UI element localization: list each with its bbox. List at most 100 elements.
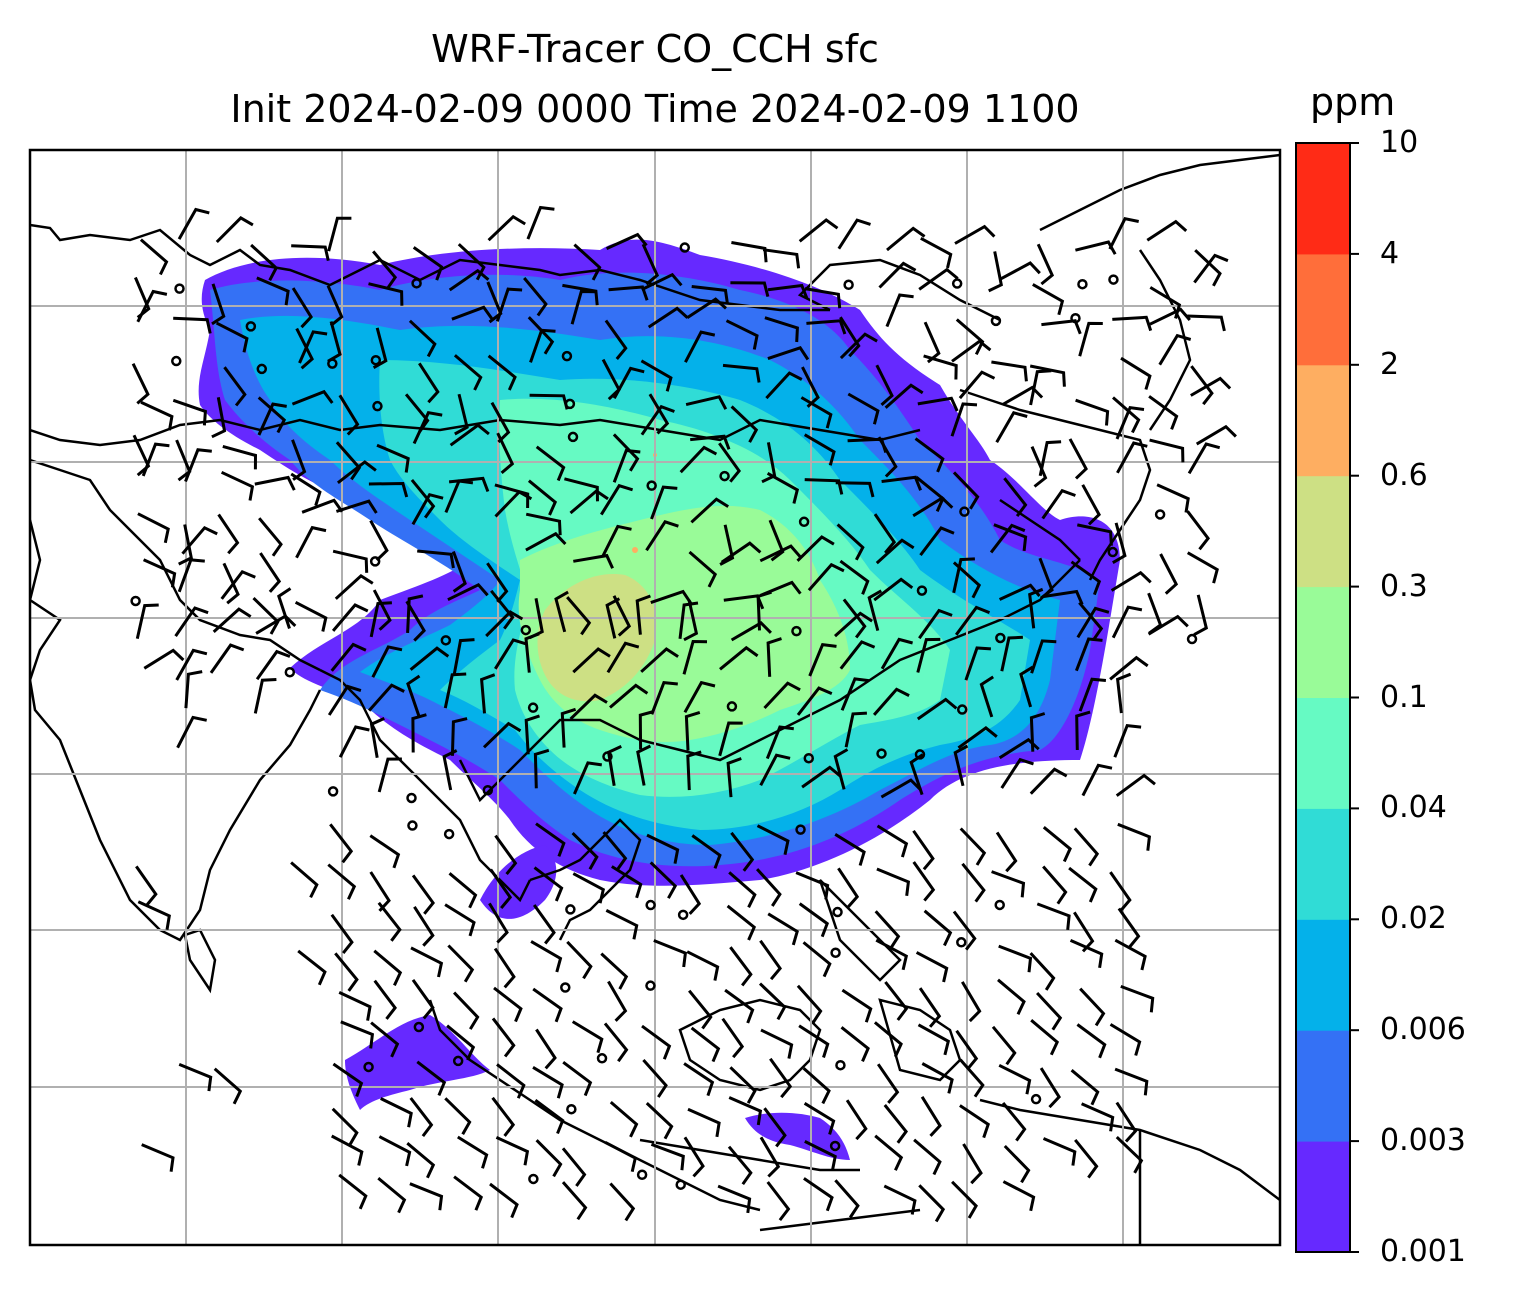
wind-barb [136, 289, 168, 323]
wind-barb [1148, 395, 1179, 430]
wind-barb [1114, 1067, 1149, 1096]
wind-barb [834, 1179, 860, 1219]
wind-barb [566, 940, 593, 980]
wind-barb [417, 549, 455, 569]
wind-barb [372, 589, 392, 631]
wind-barb [491, 1017, 516, 1058]
wind-barb [601, 524, 632, 558]
wind-barb [648, 393, 670, 435]
wind-barb [638, 710, 655, 750]
wind-barb [1029, 369, 1052, 406]
wind-barb [329, 823, 354, 864]
wind-barb [412, 411, 443, 445]
wind-barb [1117, 822, 1152, 851]
wind-barb [611, 865, 643, 899]
calm-wind-marker [835, 1059, 846, 1071]
wind-barb [411, 979, 435, 1020]
wind-barb [952, 557, 975, 594]
wind-barb [1075, 637, 1103, 672]
calm-wind-marker [567, 431, 579, 443]
wind-barb [1149, 307, 1191, 326]
wind-barb [880, 637, 913, 670]
wind-barb [724, 988, 755, 1024]
wind-barb [220, 569, 256, 600]
wind-barb [796, 984, 823, 1024]
wind-barb [564, 477, 599, 502]
calm-wind-marker [1186, 633, 1198, 645]
wind-barb [953, 744, 969, 787]
wind-barb [327, 863, 357, 900]
wind-barb [223, 366, 247, 407]
wind-barb [876, 867, 911, 896]
wind-barb [572, 872, 606, 904]
wind-barb [184, 670, 203, 709]
wind-barb [534, 1098, 565, 1135]
wind-barb [763, 1107, 787, 1148]
wind-barb [686, 750, 702, 791]
wind-barb [912, 861, 936, 902]
wind-barb [602, 831, 628, 871]
wind-barb [494, 490, 533, 518]
wind-barb [686, 950, 720, 981]
wind-barb [764, 316, 799, 343]
wind-barb [450, 717, 468, 756]
wind-barb [298, 330, 328, 364]
wind-barb [569, 489, 609, 515]
wind-barb [920, 1096, 942, 1137]
wind-barb [721, 1017, 745, 1059]
calm-wind-marker [327, 358, 338, 369]
wind-barb [683, 599, 699, 642]
wind-barb [535, 1139, 563, 1178]
wind-barb [605, 909, 639, 940]
wind-barb [885, 293, 914, 328]
wind-barb [650, 680, 678, 715]
wind-barb [759, 1136, 781, 1178]
calm-wind-marker [527, 702, 539, 713]
wind-barb [258, 517, 283, 557]
wind-barb [338, 1173, 368, 1210]
wind-barb [139, 238, 169, 276]
wind-barb [560, 707, 577, 748]
calm-wind-marker [565, 904, 576, 915]
calm-wind-marker [675, 1179, 686, 1190]
calm-wind-marker [520, 624, 532, 636]
wind-barb [684, 710, 701, 751]
wind-barb [999, 261, 1041, 281]
wind-barb [486, 562, 509, 603]
wind-barb [371, 645, 403, 678]
wind-barb [607, 980, 628, 1022]
wind-barb [606, 641, 640, 674]
wind-barb [373, 949, 403, 987]
wind-barb [412, 246, 444, 281]
wind-barb [979, 675, 995, 718]
wind-barb [729, 946, 753, 987]
wind-barb [691, 285, 729, 305]
wind-barb [376, 443, 410, 473]
wind-barb [259, 552, 282, 593]
wind-barb [730, 621, 772, 642]
wind-barb [1076, 1023, 1107, 1059]
wind-barb [1190, 365, 1214, 406]
wind-barb [767, 283, 809, 300]
wind-barb [609, 1100, 639, 1138]
wind-barb [378, 1135, 412, 1167]
calm-wind-marker [1077, 278, 1088, 290]
wind-barb [480, 673, 496, 714]
wind-barb [372, 250, 398, 290]
wind-barb [406, 674, 421, 717]
wind-barb [918, 267, 959, 291]
wind-barb [612, 448, 641, 483]
wind-barb [883, 1104, 908, 1144]
colorbar-swatch [1296, 1141, 1350, 1253]
wind-barb [727, 1145, 753, 1186]
wind-barb [253, 678, 277, 714]
wind-barb [837, 218, 871, 250]
wind-barb [532, 987, 563, 1023]
wind-barb [1073, 827, 1100, 867]
wind-barb [609, 1182, 636, 1222]
wind-barb [886, 226, 926, 252]
wind-barb [952, 471, 980, 510]
calm-wind-marker [1154, 509, 1166, 520]
wind-barb [991, 360, 1028, 382]
wind-barb [682, 639, 708, 675]
